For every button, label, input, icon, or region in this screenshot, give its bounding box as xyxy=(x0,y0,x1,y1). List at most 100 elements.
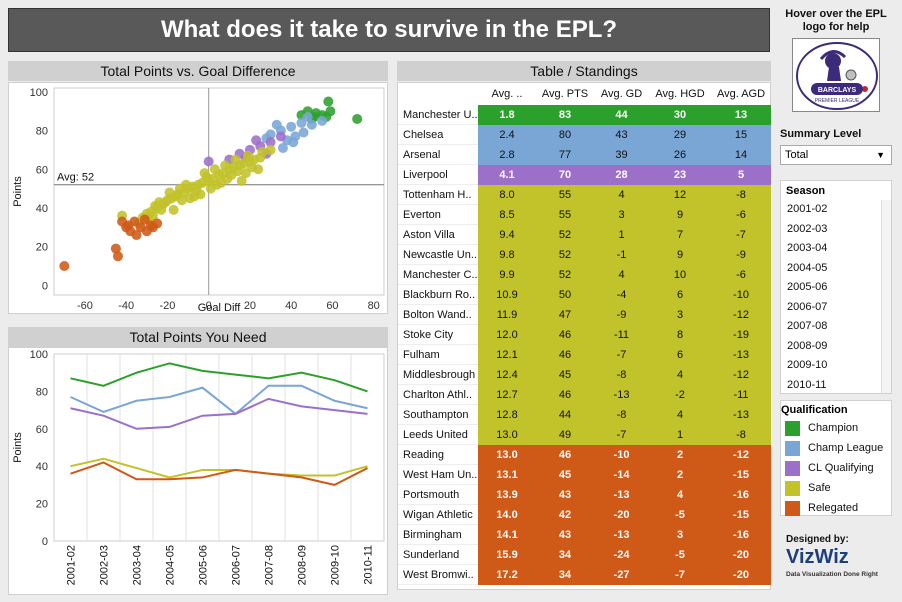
cell-hgd: -5 xyxy=(675,549,685,561)
scatter-point-safe[interactable] xyxy=(230,154,241,165)
scatter-point-rel[interactable] xyxy=(131,230,142,241)
season-option[interactable]: 2006-07 xyxy=(787,300,828,313)
legend-item-safe[interactable]: Safe xyxy=(781,478,891,498)
scatter-point-safe[interactable] xyxy=(226,170,237,181)
scatter-point-cl[interactable] xyxy=(317,115,328,126)
table-row[interactable]: Bolton Wand.. 11.9 47 -9 3 -12 xyxy=(398,305,771,325)
scatter-point-rel[interactable] xyxy=(148,222,158,233)
table-row[interactable]: Everton 8.5 55 3 9 -6 xyxy=(398,205,771,225)
scatter-point-safe[interactable] xyxy=(181,179,191,190)
season-option[interactable]: 2005-06 xyxy=(787,281,828,293)
legend-item-rel[interactable]: Relegated xyxy=(781,498,891,518)
scatter-point-safe[interactable] xyxy=(216,177,227,188)
table-row[interactable]: Wigan Athletic 14.0 42 -20 -5 -15 xyxy=(398,505,771,525)
legend-item-champion[interactable]: Champion xyxy=(781,418,891,438)
scatter-point-safe[interactable] xyxy=(160,197,171,208)
table-row[interactable]: Middlesbrough 12.4 45 -8 4 -12 xyxy=(398,365,771,385)
scatter-point-safe[interactable] xyxy=(236,175,247,186)
table-row[interactable]: Leeds United 13.0 49 -7 1 -8 xyxy=(398,425,771,445)
scatter-point-safe[interactable] xyxy=(209,164,220,175)
points-line-chart[interactable]: 0 20 40 60 80 100 2001-02 2002-03 2003-04 2004-05… xyxy=(9,348,389,596)
line-series-champion[interactable] xyxy=(70,362,368,393)
season-option[interactable]: 2001-02 xyxy=(787,203,828,215)
scatter-chart[interactable]: 0 20 40 60 80 100 -60 -40 -20 0 20 40 60 80 Avg: 52 Goa… xyxy=(9,83,389,315)
season-option[interactable]: 2008-09 xyxy=(787,339,828,352)
scatter-point-rel[interactable] xyxy=(110,243,121,254)
legend-item-clq[interactable]: CL Qualifying xyxy=(781,458,891,478)
scatter-point-safe[interactable] xyxy=(189,191,200,202)
table-row[interactable]: West Ham Un.. 13.1 45 -14 2 -15 xyxy=(398,465,771,485)
scatter-point-rel[interactable] xyxy=(59,260,70,271)
table-row[interactable]: West Bromwi.. 17.2 34 -27 -7 -20 xyxy=(398,565,771,585)
cell-pos: 12.0 xyxy=(496,329,518,341)
scatter-point-safe[interactable] xyxy=(220,160,231,171)
table-row[interactable]: Manchester C.. 9.9 52 4 10 -6 xyxy=(398,265,771,285)
scatter-point-champion[interactable] xyxy=(352,113,363,124)
scatter-point-rel[interactable] xyxy=(123,220,134,231)
table-row[interactable]: Arsenal 2.8 77 39 26 14 xyxy=(398,145,771,165)
season-scrollbar[interactable] xyxy=(881,200,891,393)
scatter-point-cl[interactable] xyxy=(302,112,313,123)
scatter-point-safe[interactable] xyxy=(176,195,187,206)
scatter-point-clq[interactable] xyxy=(275,131,286,142)
scatter-point-safe[interactable] xyxy=(242,150,253,161)
table-row[interactable]: Tottenham H.. 8.0 55 4 12 -8 xyxy=(398,185,771,205)
table-row[interactable]: Aston Villa 9.4 52 1 7 -7 xyxy=(398,225,771,245)
table-row[interactable]: Birmingham 14.1 43 -13 3 -16 xyxy=(398,525,771,545)
col-avg-gd[interactable]: Avg. GD xyxy=(600,88,643,100)
scatter-point-clq[interactable] xyxy=(251,135,262,146)
table-row[interactable]: Southampton 12.8 44 -8 4 -13 xyxy=(398,405,771,425)
table-row[interactable]: Sunderland 15.9 34 -24 -5 -20 xyxy=(398,545,771,565)
table-row[interactable]: Manchester U.. 1.8 83 44 30 13 xyxy=(398,105,771,125)
scatter-point-cl[interactable] xyxy=(306,119,317,130)
table-row[interactable]: Reading 13.0 46 -10 2 -12 xyxy=(398,445,771,465)
table-row[interactable]: Charlton Athl.. 12.7 46 -13 -2 -11 xyxy=(398,385,771,405)
legend-label: Champ League xyxy=(808,442,884,454)
scatter-point-safe[interactable] xyxy=(205,183,216,194)
season-option[interactable]: 2007-08 xyxy=(787,320,828,332)
scatter-point-safe[interactable] xyxy=(168,204,179,215)
scatter-point-clq[interactable] xyxy=(203,156,214,167)
scatter-point-safe[interactable] xyxy=(199,168,210,179)
table-row[interactable]: Portsmouth 13.9 43 -13 4 -16 xyxy=(398,485,771,505)
col-avg-agd[interactable]: Avg. AGD xyxy=(716,88,766,100)
table-row[interactable]: Fulham 12.1 46 -7 6 -13 xyxy=(398,345,771,365)
season-option[interactable]: 2009-10 xyxy=(787,359,828,371)
line-series-safe[interactable] xyxy=(70,457,368,479)
season-option[interactable]: 2003-04 xyxy=(787,242,828,254)
line-series-clq[interactable] xyxy=(70,397,368,430)
scatter-point-safe[interactable] xyxy=(257,146,268,157)
epl-logo[interactable]: BARCLAYS PREMIER LEAGUE xyxy=(792,38,880,112)
scatter-point-safe[interactable] xyxy=(156,204,167,215)
col-avg-hgd[interactable]: Avg. HGD xyxy=(655,88,705,100)
scatter-point-safe[interactable] xyxy=(265,144,276,155)
scatter-point-rel[interactable] xyxy=(112,251,123,262)
summary-select[interactable]: Total ▼ xyxy=(780,145,892,165)
table-row[interactable]: Chelsea 2.4 80 43 29 15 xyxy=(398,125,771,145)
scatter-point-safe[interactable] xyxy=(240,168,251,179)
scatter-point-cl[interactable] xyxy=(288,137,299,148)
season-option[interactable]: 2004-05 xyxy=(787,261,828,274)
season-option[interactable]: 2010-11 xyxy=(787,378,827,391)
cell-hgd: 2 xyxy=(676,469,684,481)
scatter-point-cl[interactable] xyxy=(271,119,282,130)
col-avg-pts[interactable]: Avg. PTS xyxy=(541,88,589,100)
scatter-point-clq[interactable] xyxy=(265,137,276,148)
line-series-cl[interactable] xyxy=(70,384,368,416)
scatter-point-cl[interactable] xyxy=(298,127,309,138)
col-avg-position[interactable]: Avg. .. xyxy=(491,88,523,100)
line-series-rel[interactable] xyxy=(70,461,368,486)
scatter-point-rel[interactable] xyxy=(139,214,150,225)
legend-item-cl[interactable]: Champ League xyxy=(781,438,891,458)
scatter-point-cl[interactable] xyxy=(286,121,297,132)
scatter-point-champion[interactable] xyxy=(323,96,334,107)
table-row[interactable]: Newcastle Un.. 9.8 52 -1 9 -9 xyxy=(398,245,771,265)
scatter-point-cl[interactable] xyxy=(277,142,288,153)
scatter-point-safe[interactable] xyxy=(238,158,249,169)
scatter-point-safe[interactable] xyxy=(164,187,175,198)
table-row[interactable]: Liverpool 4.1 70 28 23 5 xyxy=(398,165,771,185)
table-row[interactable]: Stoke City 12.0 46 -11 8 -19 xyxy=(398,325,771,345)
season-option[interactable]: 2002-03 xyxy=(787,222,828,235)
designer-brand[interactable]: VizWiz xyxy=(786,546,849,568)
table-row[interactable]: Blackburn Ro.. 10.9 50 -4 6 -10 xyxy=(398,285,771,305)
